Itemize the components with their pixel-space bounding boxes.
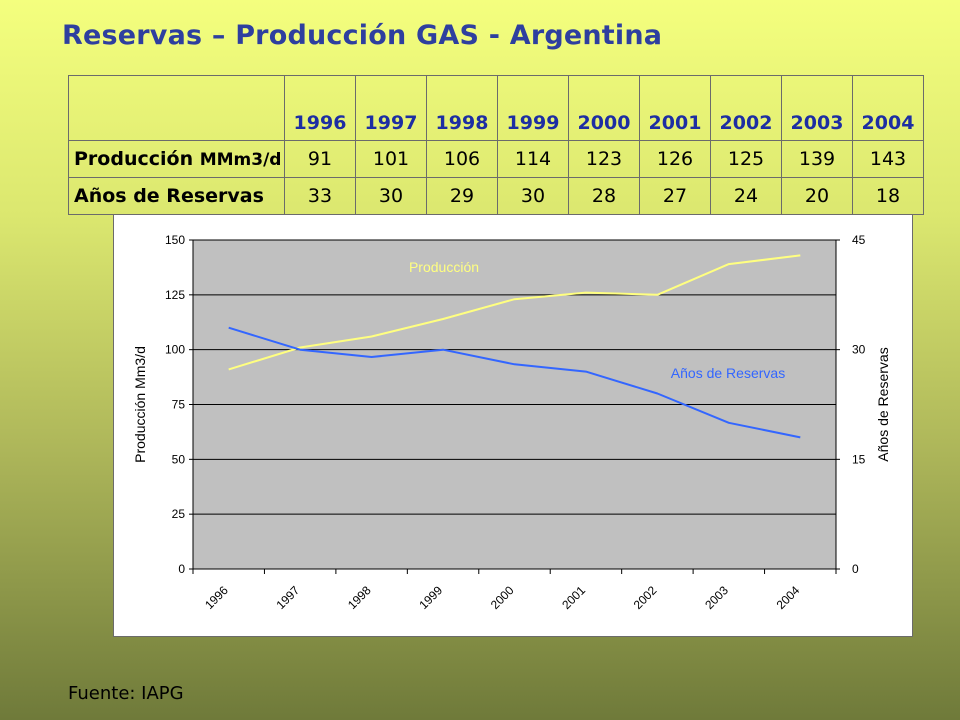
table-cell: 123 — [568, 140, 640, 178]
year-header: 1996 — [284, 75, 356, 141]
table-cell: 18 — [852, 177, 924, 215]
x-tick-label: 2004 — [774, 583, 803, 612]
line-chart: 0 25 50 75 100 125 150 0 15 30 45 1996 1997 1998 1999 2… — [132, 233, 891, 612]
x-tick-label: 1997 — [274, 583, 303, 612]
table-cell: 143 — [852, 140, 924, 178]
y-left-tick-label: 75 — [172, 398, 186, 412]
table-cell: 33 — [284, 177, 356, 215]
series-label: Producción — [409, 259, 479, 275]
series-label: Años de Reservas — [671, 365, 785, 381]
row-label-reservas: Años de Reservas — [68, 177, 285, 215]
x-tick-label: 2000 — [488, 583, 517, 612]
y-left-tick-label: 50 — [172, 452, 186, 466]
chart-container: 0 25 50 75 100 125 150 0 15 30 45 1996 1997 1998 1999 2… — [113, 214, 913, 637]
x-tick-label: 1996 — [202, 583, 231, 612]
x-tick-label: 2003 — [702, 583, 731, 612]
table-row-produccion: Producción MMm3/d 91 101 106 114 123 126… — [68, 140, 924, 178]
table-cell: 28 — [568, 177, 640, 215]
table-cell: 139 — [781, 140, 853, 178]
table-cell: 106 — [426, 140, 498, 178]
year-header: 2000 — [568, 75, 640, 141]
table-cell: 27 — [639, 177, 711, 215]
y-right-tick-label: 30 — [852, 343, 866, 357]
source-note: Fuente: IAPG — [68, 683, 184, 704]
y-left-tick-label: 125 — [165, 288, 185, 302]
table-cell: 30 — [497, 177, 569, 215]
y-left-tick-label: 150 — [165, 233, 185, 247]
year-header: 2001 — [639, 75, 711, 141]
table-cell: 101 — [355, 140, 427, 178]
y-right-axis-label: Años de Reservas — [875, 347, 891, 461]
slide-title: Reservas – Producción GAS - Argentina — [62, 20, 663, 51]
row-label-produccion: Producción MMm3/d — [68, 140, 285, 178]
year-header: 2004 — [852, 75, 924, 141]
x-tick-label: 2001 — [559, 583, 588, 612]
table-cell: 30 — [355, 177, 427, 215]
year-header: 1997 — [355, 75, 427, 141]
year-header: 2003 — [781, 75, 853, 141]
table-header-row: 1996 1997 1998 1999 2000 2001 2002 2003 … — [68, 75, 924, 141]
row-label-text: Producción — [74, 148, 194, 170]
y-right-tick-label: 0 — [852, 562, 859, 576]
table-cell: 29 — [426, 177, 498, 215]
year-header: 1999 — [497, 75, 569, 141]
data-table: 1996 1997 1998 1999 2000 2001 2002 2003 … — [68, 75, 924, 215]
y-left-tick-label: 100 — [165, 343, 185, 357]
y-right-tick-label: 15 — [852, 452, 866, 466]
x-tick-label: 1998 — [345, 583, 374, 612]
table-row-reservas: Años de Reservas 33 30 29 30 28 27 24 20… — [68, 177, 924, 215]
x-tick-label: 2002 — [631, 583, 660, 612]
series-line-reservas — [228, 326, 801, 439]
year-header: 1998 — [426, 75, 498, 141]
x-tick-label: 1999 — [416, 583, 445, 612]
year-header: 2002 — [710, 75, 782, 141]
y-left-tick-label: 25 — [172, 507, 186, 521]
table-cell: 24 — [710, 177, 782, 215]
table-cell: 125 — [710, 140, 782, 178]
row-unit: MMm3/d — [199, 150, 282, 170]
table-corner-cell — [68, 75, 285, 141]
table-cell: 114 — [497, 140, 569, 178]
table-cell: 20 — [781, 177, 853, 215]
y-left-tick-label: 0 — [178, 562, 185, 576]
table-cell: 91 — [284, 140, 356, 178]
series-line-produccion — [228, 254, 801, 371]
y-right-tick-label: 45 — [852, 233, 866, 247]
y-left-axis-label: Producción Mm3/d — [132, 346, 148, 463]
table-cell: 126 — [639, 140, 711, 178]
